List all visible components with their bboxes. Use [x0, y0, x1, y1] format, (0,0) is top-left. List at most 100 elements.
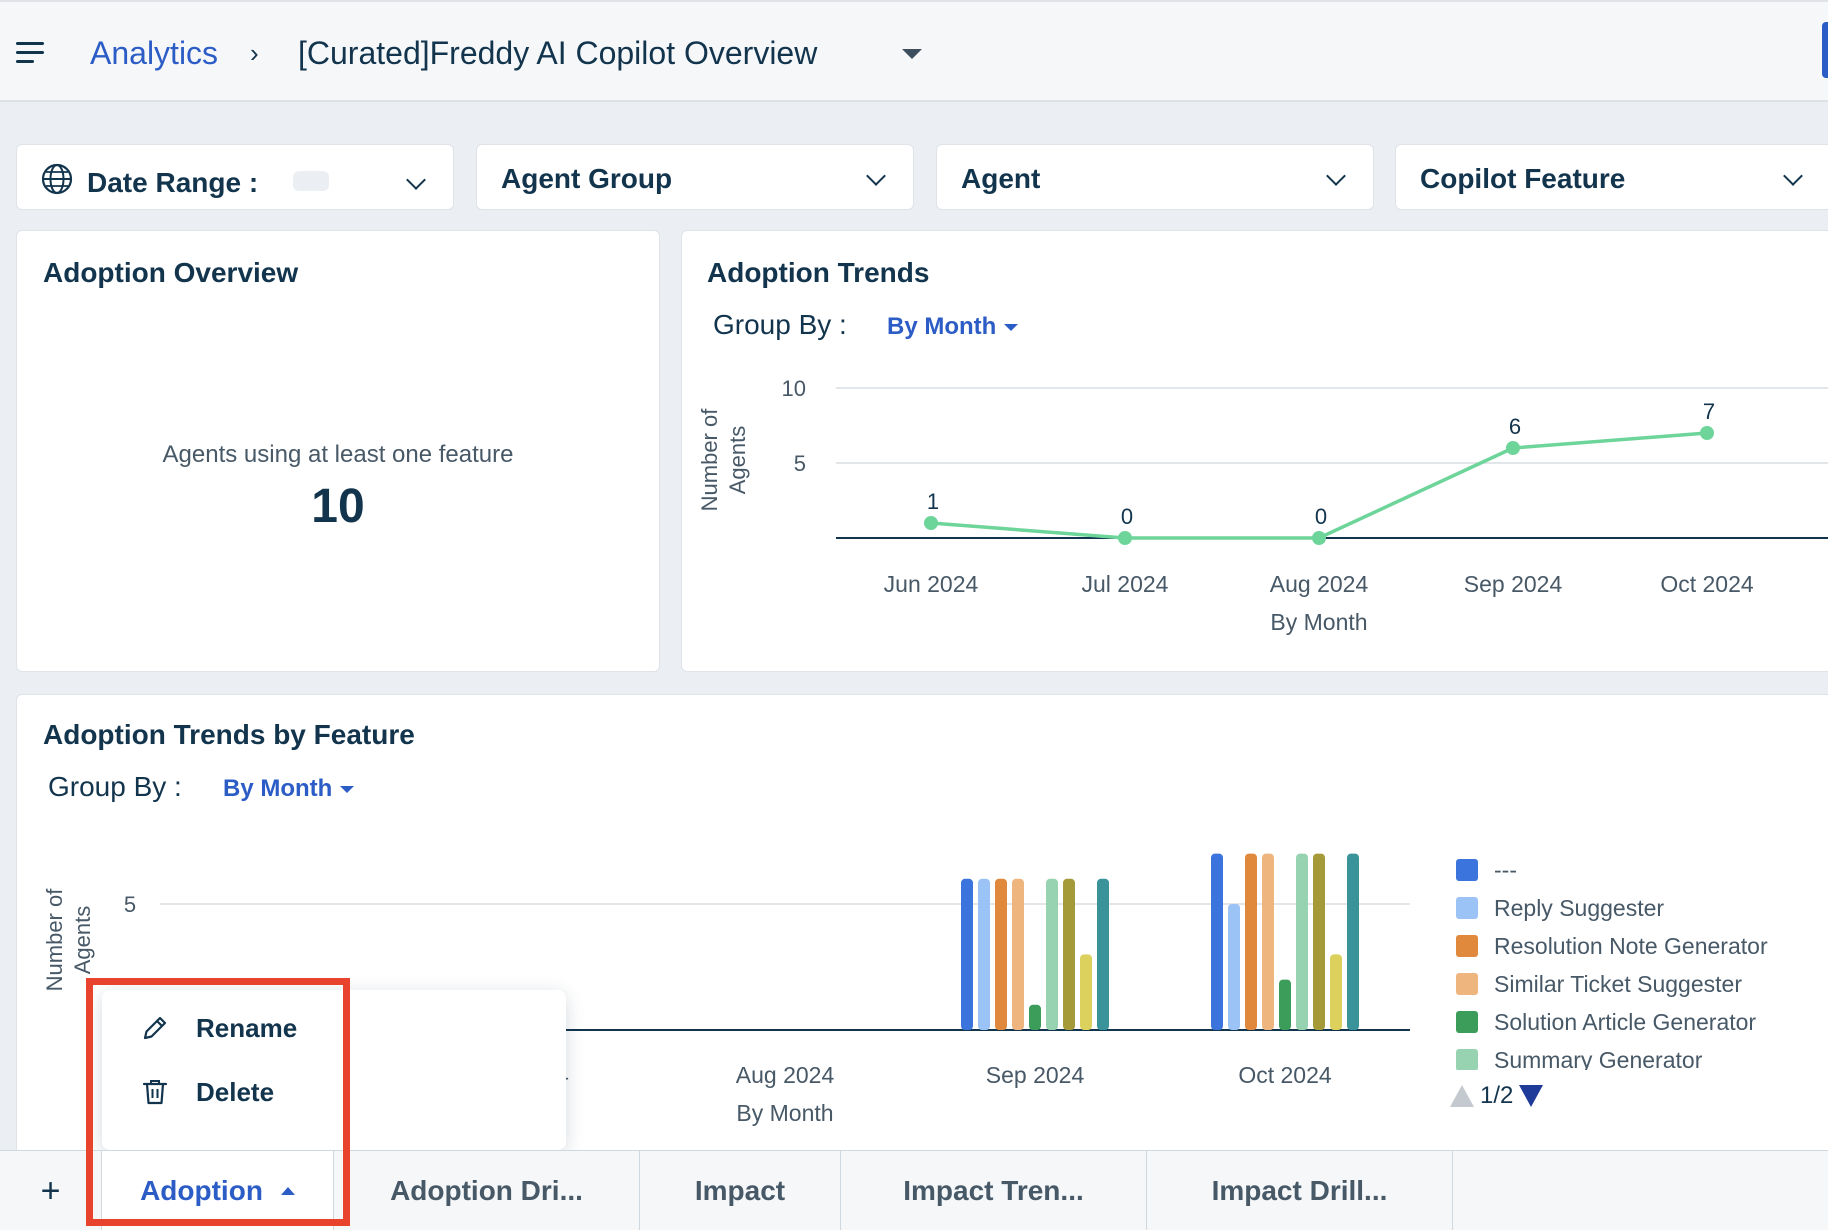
chevron-down-icon — [866, 166, 886, 186]
y-tick-label: 5 — [124, 892, 136, 917]
legend-swatch — [1456, 1011, 1478, 1033]
data-point — [1312, 531, 1326, 545]
tab-label: Impact Drill... — [1211, 1175, 1388, 1206]
y-axis-label: Number of Agents — [42, 888, 95, 992]
agent-group-label: Agent Group — [501, 163, 673, 194]
copilot-feature-filter[interactable]: Copilot Feature — [1395, 144, 1828, 210]
y-tick-label: 5 — [794, 451, 806, 476]
chevron-down-icon — [406, 170, 426, 190]
hamburger-menu-icon[interactable] — [16, 40, 46, 66]
legend-label: Reply Suggester — [1494, 894, 1665, 921]
legend-item[interactable]: Resolution Note Generator — [1456, 931, 1768, 961]
data-label: 7 — [1703, 399, 1715, 424]
group-by-value: By Month — [223, 775, 333, 802]
legend-label: Resolution Note Generator — [1494, 932, 1768, 959]
date-range-label: Date Range : — [87, 167, 259, 198]
x-tick-label: Aug 2024 — [736, 1062, 835, 1088]
globe-icon — [41, 163, 73, 195]
caret-down-icon — [340, 786, 355, 794]
bar — [1228, 904, 1240, 1030]
tab-label: Impact Tren... — [903, 1175, 1084, 1206]
y-tick-label: 10 — [782, 376, 806, 401]
legend-item[interactable]: Similar Ticket Suggester — [1456, 969, 1742, 999]
tab-label: Adoption — [140, 1175, 263, 1206]
bar — [1211, 853, 1223, 1030]
caret-down-icon — [1004, 324, 1019, 332]
adoption-overview-card: Adoption Overview Agents using at least … — [16, 230, 660, 672]
pencil-icon — [143, 1016, 167, 1040]
legend-item[interactable]: --- — [1456, 855, 1517, 885]
x-tick-label: Jun 2024 — [884, 571, 979, 597]
date-range-filter[interactable]: Date Range : — [16, 144, 454, 210]
legend-item[interactable]: Solution Article Generator — [1456, 1007, 1756, 1037]
data-point — [1118, 531, 1132, 545]
bar — [1097, 878, 1109, 1030]
top-header: Analytics › [Curated]Freddy AI Copilot O… — [0, 0, 1828, 102]
title-dropdown-caret-icon[interactable] — [902, 49, 922, 59]
agent-group-filter[interactable]: Agent Group — [476, 144, 914, 210]
legend-label: Similar Ticket Suggester — [1494, 970, 1742, 997]
overview-value: 10 — [311, 480, 365, 533]
adoption-trends-title: Adoption Trends — [707, 257, 930, 288]
bar — [1262, 853, 1274, 1030]
legend-label: --- — [1494, 856, 1517, 883]
group-by-dropdown[interactable]: By Month — [223, 775, 355, 803]
trash-icon — [142, 1080, 168, 1105]
bar — [1080, 954, 1092, 1030]
chevron-down-icon — [1326, 166, 1346, 186]
feature-trends-title: Adoption Trends by Feature — [43, 719, 415, 750]
x-tick-label: Oct 2024 — [1660, 571, 1754, 597]
agent-filter[interactable]: Agent — [936, 144, 1374, 210]
bar — [1012, 878, 1024, 1030]
data-point — [1506, 441, 1520, 455]
bar — [978, 878, 990, 1030]
tab-impact-trends[interactable]: Impact Tren... — [841, 1151, 1147, 1230]
x-axis-label: By Month — [1270, 609, 1367, 635]
header-action-button-edge[interactable] — [1822, 22, 1828, 78]
data-label: 6 — [1509, 414, 1521, 439]
pager-down-icon[interactable] — [1519, 1085, 1544, 1107]
legend-swatch — [1456, 897, 1478, 919]
copilot-feature-label: Copilot Feature — [1420, 163, 1626, 194]
caret-up-icon[interactable] — [280, 1187, 295, 1195]
tab-context-menu: Rename Delete — [102, 990, 566, 1150]
data-point — [924, 516, 938, 530]
legend-swatch — [1456, 859, 1478, 881]
tab-impact[interactable]: Impact — [640, 1151, 841, 1230]
x-tick-label: Sep 2024 — [1464, 571, 1563, 597]
pager-text: 1/2 — [1480, 1082, 1514, 1109]
adoption-trends-card: Adoption Trends Group By : By Month — [681, 230, 1828, 672]
group-by-dropdown[interactable]: By Month — [887, 313, 1019, 341]
rename-label: Rename — [196, 1012, 298, 1043]
page-title: [Curated]Freddy AI Copilot Overview — [298, 35, 818, 71]
tab-adoption-drilldown[interactable]: Adoption Dri... — [334, 1151, 640, 1230]
breadcrumb-separator-icon: › — [250, 38, 259, 68]
bar — [995, 878, 1007, 1030]
agent-label: Agent — [961, 163, 1041, 194]
data-label: 1 — [927, 489, 939, 514]
bar — [1029, 1004, 1041, 1030]
legend-swatch — [1456, 935, 1478, 957]
tab-label: Adoption Dri... — [390, 1175, 583, 1206]
legend-item[interactable]: Summary Generator — [1456, 1045, 1702, 1070]
bar — [1063, 878, 1075, 1030]
bar — [1296, 853, 1308, 1030]
delete-menu-item[interactable]: Delete — [140, 1072, 274, 1112]
tab-impact-drilldown[interactable]: Impact Drill... — [1147, 1151, 1453, 1230]
pager-up-icon[interactable] — [1450, 1085, 1474, 1107]
date-range-value-pill — [293, 171, 329, 191]
breadcrumb-analytics[interactable]: Analytics — [90, 35, 219, 71]
add-tab-button[interactable]: + — [0, 1151, 102, 1230]
bar — [1046, 878, 1058, 1030]
overview-caption: Agents using at least one feature — [162, 441, 514, 468]
legend-label: Summary Generator — [1494, 1046, 1703, 1071]
legend-swatch — [1456, 973, 1478, 995]
legend-pager: 1/2 — [1450, 1080, 1544, 1112]
adoption-overview-title: Adoption Overview — [43, 257, 299, 288]
x-tick-label: Sep 2024 — [986, 1062, 1085, 1088]
tab-adoption[interactable]: Adoption — [102, 1151, 334, 1230]
group-by-value: By Month — [887, 313, 997, 340]
legend-item[interactable]: Reply Suggester — [1456, 893, 1664, 923]
rename-menu-item[interactable]: Rename — [140, 1008, 297, 1048]
